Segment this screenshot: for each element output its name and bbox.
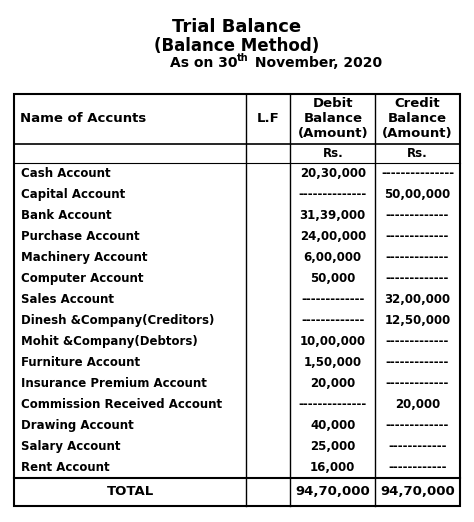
Text: ---------------: --------------- [381,168,454,181]
Text: 6,00,000: 6,00,000 [304,251,362,264]
Text: 20,30,000: 20,30,000 [300,168,366,181]
Text: 25,000: 25,000 [310,440,356,453]
Text: Name of Accunts: Name of Accunts [19,112,146,125]
Text: November, 2020: November, 2020 [250,56,383,70]
Text: -------------: ------------- [386,272,449,285]
Text: TOTAL: TOTAL [107,485,154,499]
Text: -------------: ------------- [386,419,449,432]
Text: 94,70,000: 94,70,000 [295,485,370,499]
Text: Cash Account: Cash Account [21,168,110,181]
Text: As on 30: As on 30 [170,56,237,70]
Text: Dinesh &Company(Creditors): Dinesh &Company(Creditors) [21,314,214,327]
Text: Debit
Balance
(Amount): Debit Balance (Amount) [298,97,368,140]
Text: -------------: ------------- [386,377,449,390]
Text: ------------: ------------ [388,440,447,453]
Text: 20,000: 20,000 [310,377,356,390]
Text: 1,50,000: 1,50,000 [304,356,362,369]
Text: Capital Account: Capital Account [21,188,125,201]
Text: -------------: ------------- [301,293,365,306]
Text: Computer Account: Computer Account [21,272,144,285]
Text: ------------: ------------ [388,460,447,473]
Text: Commission Received Account: Commission Received Account [21,398,222,411]
Text: 31,39,000: 31,39,000 [300,209,366,222]
Text: Drawing Account: Drawing Account [21,419,134,432]
Text: Mohit &Company(Debtors): Mohit &Company(Debtors) [21,335,198,348]
Text: th: th [237,53,249,63]
Text: 24,00,000: 24,00,000 [300,230,366,243]
Text: -------------: ------------- [386,251,449,264]
Bar [14,94,460,506]
Text: Rent Account: Rent Account [21,460,109,473]
Text: Bank Account: Bank Account [21,209,111,222]
Text: --------------: -------------- [299,398,367,411]
Text: 50,000: 50,000 [310,272,356,285]
Text: (Balance Method): (Balance Method) [155,37,319,54]
Text: Insurance Premium Account: Insurance Premium Account [21,377,207,390]
Text: Salary Account: Salary Account [21,440,120,453]
Text: --------------: -------------- [299,188,367,201]
Text: Furniture Account: Furniture Account [21,356,140,369]
Text: L.F: L.F [257,112,280,125]
Text: Rs.: Rs. [407,147,428,160]
Text: 16,000: 16,000 [310,460,356,473]
Text: 10,00,000: 10,00,000 [300,335,366,348]
Text: 12,50,000: 12,50,000 [384,314,451,327]
Text: -------------: ------------- [386,209,449,222]
Text: 32,00,000: 32,00,000 [384,293,450,306]
Text: 94,70,000: 94,70,000 [380,485,455,499]
Text: -------------: ------------- [386,356,449,369]
Text: 20,000: 20,000 [395,398,440,411]
Text: -------------: ------------- [386,335,449,348]
Text: -------------: ------------- [386,230,449,243]
Text: 50,00,000: 50,00,000 [384,188,451,201]
Text: Purchase Account: Purchase Account [21,230,139,243]
Text: -------------: ------------- [301,314,365,327]
Text: Rs.: Rs. [322,147,343,160]
Text: 40,000: 40,000 [310,419,356,432]
Text: Trial Balance: Trial Balance [173,18,301,36]
Text: Credit
Balance
(Amount): Credit Balance (Amount) [382,97,453,140]
Text: Sales Account: Sales Account [21,293,114,306]
Text: Machinery Account: Machinery Account [21,251,147,264]
